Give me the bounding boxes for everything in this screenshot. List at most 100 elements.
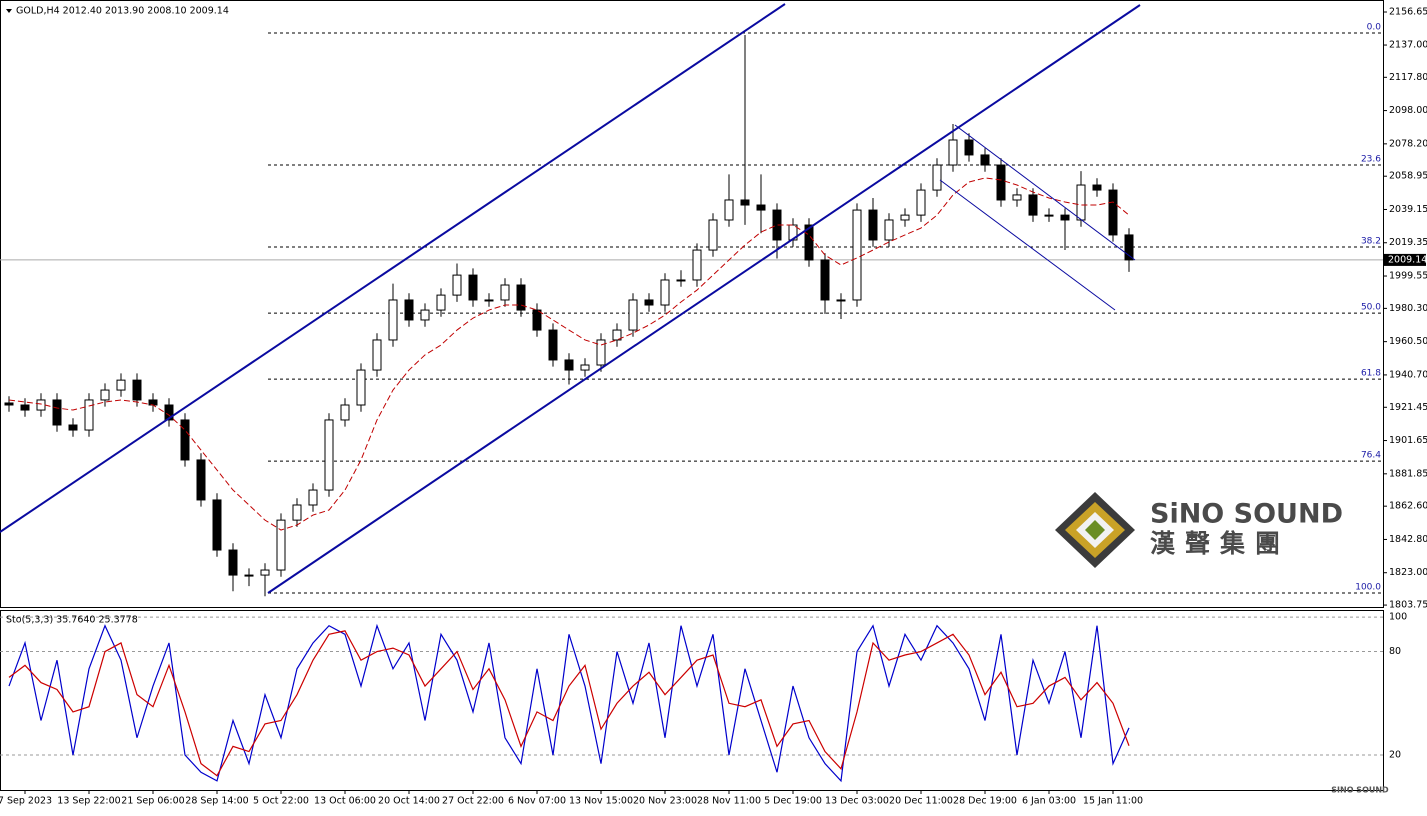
sub-panel: [0, 610, 1384, 791]
fib-label: 0.0: [1367, 22, 1382, 32]
y-tick-label: 2137.00: [1389, 40, 1427, 51]
candle-body: [564, 359, 574, 371]
last-price-box: [1384, 253, 1426, 266]
candle-body: [596, 339, 606, 366]
candle-body: [1012, 194, 1022, 201]
y-tick-label: 2078.20: [1389, 138, 1427, 149]
x-tick-label: 20 Oct 14:00: [378, 796, 440, 807]
candle-body: [68, 424, 78, 431]
candle-body: [724, 199, 734, 221]
candle-body: [644, 299, 654, 306]
candle-body: [868, 209, 878, 241]
x-tick-label: 20 Nov 23:00: [633, 796, 697, 807]
candle-body: [948, 139, 958, 166]
candle-body: [932, 164, 942, 191]
candle-body: [20, 404, 30, 411]
desc-lower: [939, 179, 1116, 311]
candle-body: [1044, 214, 1054, 217]
y-tick-label: 2156.65: [1389, 7, 1427, 18]
candle-body: [516, 284, 526, 311]
fib-label: 38.2: [1361, 237, 1381, 247]
y-tick-label: 1940.70: [1389, 369, 1427, 380]
candle-body: [148, 399, 158, 406]
x-tick-label: 13 Oct 06:00: [314, 796, 376, 807]
candle-body: [1028, 194, 1038, 216]
stochastic-line: [8, 623, 1130, 783]
candle-body: [1076, 184, 1086, 221]
candle-body: [660, 279, 670, 306]
candle-body: [1108, 189, 1118, 236]
candle-body: [964, 139, 974, 156]
y-tick-label: 1999.55: [1389, 271, 1427, 282]
y-tick-label: 80: [1389, 646, 1401, 657]
y-tick-label: 2117.80: [1389, 72, 1427, 83]
candle-body: [996, 164, 1006, 201]
candle-body: [484, 299, 494, 302]
logo-core: [1085, 520, 1105, 540]
moving-average: [8, 177, 1130, 531]
fib-label: 61.8: [1361, 369, 1381, 379]
y-tick-label: 1881.85: [1389, 468, 1427, 479]
candle-body: [100, 389, 110, 401]
candle-body: [708, 219, 718, 251]
y-tick-label: 1842.80: [1389, 534, 1427, 545]
x-tick-label: 5 Dec 19:00: [764, 796, 822, 807]
candle-body: [372, 339, 382, 371]
sub-title: Sto(5,3,3) 35.7640 25.3778: [6, 615, 138, 626]
title-arrow: [6, 9, 12, 13]
y-tick-label: 2058.95: [1389, 171, 1427, 182]
candle-body: [628, 299, 638, 331]
fib-label: 100.0: [1355, 583, 1381, 593]
x-tick-label: 15 Jan 11:00: [1083, 796, 1143, 807]
watermark-small: SINO SOUND: [1331, 786, 1389, 795]
candle-body: [532, 309, 542, 331]
candle-body: [548, 329, 558, 361]
y-tick-label: 2019.35: [1389, 237, 1427, 248]
candle-body: [36, 399, 46, 411]
last-price-label: 2009.14: [1388, 254, 1427, 265]
candle-body: [740, 199, 750, 206]
stochastic-line: [8, 630, 1130, 777]
x-tick-label: 28 Sep 14:00: [185, 796, 248, 807]
candle-body: [228, 549, 238, 576]
x-tick-label: 13 Sep 22:00: [57, 796, 120, 807]
y-tick-label: 2098.00: [1389, 105, 1427, 116]
plot-layer: [0, 32, 1383, 783]
x-tick-label: 7 Sep 2023: [0, 796, 52, 807]
candle-body: [1124, 234, 1134, 261]
candle-body: [676, 279, 686, 282]
desc-upper: [954, 124, 1136, 261]
y-tick-label: 1803.75: [1389, 600, 1427, 611]
candle-body: [308, 489, 318, 506]
candle-body: [452, 274, 462, 296]
candle-body: [116, 379, 126, 391]
y-tick-label: 1862.60: [1389, 501, 1427, 512]
candle-body: [852, 209, 862, 301]
candle-body: [756, 204, 766, 211]
candle-body: [132, 379, 142, 401]
main-panel: [0, 0, 1384, 608]
desc-lines: [939, 124, 1136, 311]
candle-body: [340, 404, 350, 421]
candle-body: [84, 399, 94, 431]
candle-body: [836, 299, 846, 302]
x-tick-label: 27 Oct 22:00: [442, 796, 504, 807]
candle-body: [500, 284, 510, 301]
candle-body: [356, 369, 366, 406]
x-tick-label: 21 Sep 06:00: [121, 796, 184, 807]
candle-body: [292, 504, 302, 521]
candle-body: [388, 299, 398, 341]
y-tick-label: 1823.00: [1389, 567, 1427, 578]
fib-label: 50.0: [1361, 303, 1381, 313]
candle-body: [980, 154, 990, 166]
candle-body: [1060, 214, 1070, 221]
candle-body: [260, 569, 270, 576]
trend-lines: [0, 3, 1141, 594]
candle-body: [196, 459, 206, 501]
y-tick-label: 20: [1389, 750, 1401, 761]
x-tick-label: 13 Dec 03:00: [825, 796, 889, 807]
candle-body: [884, 219, 894, 241]
x-tick-label: 28 Dec 19:00: [953, 796, 1017, 807]
